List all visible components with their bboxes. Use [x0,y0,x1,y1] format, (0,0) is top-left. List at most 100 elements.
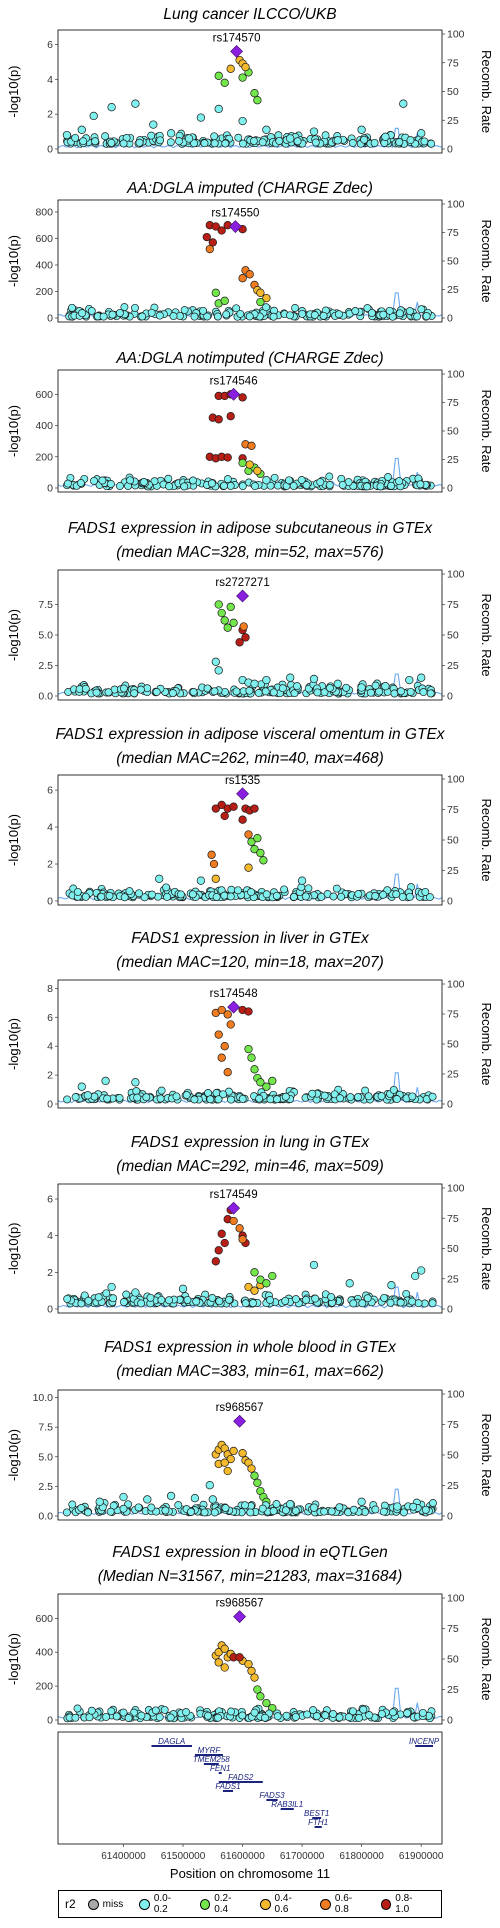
y2-tick-label: 0 [447,144,453,156]
snp-point [84,1509,91,1516]
snp-point [254,834,262,842]
snp-point [239,1236,247,1244]
y2-tick-label: 75 [447,804,459,816]
y-axis-label: -log10(p) [6,1222,21,1274]
snp-point [216,1298,223,1305]
snp-point [227,65,235,73]
snp-point [179,1285,187,1293]
snp-point [262,688,269,695]
gene-label: MYRF [198,1746,222,1755]
y2-tick-label: 50 [447,1039,459,1051]
y2-tick-label: 50 [447,256,459,268]
panel-5: FADS1 expression in adipose visceral ome… [6,726,494,908]
y-axis-label: -log10(p) [6,609,21,661]
snp-point [418,306,425,313]
y2-axis-label: Recomb. Rate [479,219,494,302]
snp-point [314,689,321,696]
snp-point [251,1709,258,1716]
snp-point [221,617,229,625]
snp-point [155,875,163,883]
snp-point [350,1506,357,1513]
y-axis-label: -log10(p) [6,814,21,866]
snp-point [259,1505,266,1512]
snp-point [78,1504,85,1511]
snp-point [428,140,435,147]
snp-point [261,1714,268,1721]
snp-point [82,685,89,692]
snp-point [239,816,247,824]
snp-point [310,1504,318,1512]
snp-point [336,1504,343,1511]
legend-item: 0.4-0.6 [260,1893,304,1915]
snp-point [80,138,87,145]
snp-point [365,1093,372,1100]
y2-tick-label: 50 [447,835,459,847]
snp-point [263,676,271,684]
snp-point [215,72,223,80]
legend-swatch [381,1899,392,1910]
y2-axis-label: Recomb. Rate [479,798,494,881]
snp-point [123,1291,130,1298]
gene-label: INCENP [409,1737,440,1746]
snp-point [148,1504,155,1511]
snp-point [257,1693,265,1701]
snp-point [326,481,333,488]
snp-point [213,893,220,900]
snp-point [239,459,247,467]
y2-axis-label: Recomb. Rate [479,593,494,676]
snp-point [397,1299,404,1306]
y-tick-label: 0.0 [38,691,53,703]
snp-point [113,1713,120,1720]
snp-point [407,137,414,144]
snp-point [312,139,319,146]
y2-tick-label: 50 [447,1243,459,1255]
snp-point [257,849,265,857]
snp-point [224,476,231,483]
x-tick-label: 61800000 [339,1851,384,1862]
snp-point [210,860,218,868]
snp-point [191,313,198,320]
snp-point [169,690,176,697]
snp-point [167,1492,175,1500]
snp-point [230,1447,238,1455]
snp-point [88,1707,95,1714]
snp-point [245,1045,253,1053]
snp-point [211,140,218,147]
snp-point [64,480,71,487]
y-tick-label: 400 [35,1647,53,1659]
snp-point [387,1299,394,1306]
snp-point [215,1659,223,1667]
snp-point [147,1294,154,1301]
lead-snp-label: rs2727271 [215,577,269,589]
x-tick-label: 61900000 [399,1851,444,1862]
y-tick-label: 0 [47,1715,53,1727]
snp-point [417,1267,425,1275]
y2-tick-label: 0 [447,483,453,495]
panel-7: FADS1 expression in lung in GTEx(median … [6,1134,494,1316]
snp-point [380,311,387,318]
snp-point [260,857,268,865]
snp-point [248,889,255,896]
snp-point [299,310,306,317]
lead-snp-label: rs1535 [225,775,260,787]
snp-point [251,1472,259,1480]
snp-point [368,309,375,316]
snp-point [88,307,95,314]
snp-point [251,1674,259,1682]
snp-point [417,481,424,488]
snp-point [116,1094,123,1101]
snp-point [391,690,398,697]
snp-point [68,304,75,311]
snp-point [116,309,123,316]
snp-point [286,312,293,319]
snp-point [367,689,374,696]
snp-point [335,311,342,318]
snp-point [414,313,421,320]
snp-point [266,1296,273,1303]
snp-point [386,307,393,314]
snp-point [309,1090,316,1097]
snp-point [241,1502,248,1509]
snp-point [120,1299,127,1306]
snp-point [246,461,254,469]
y2-tick-label: 100 [447,979,465,991]
